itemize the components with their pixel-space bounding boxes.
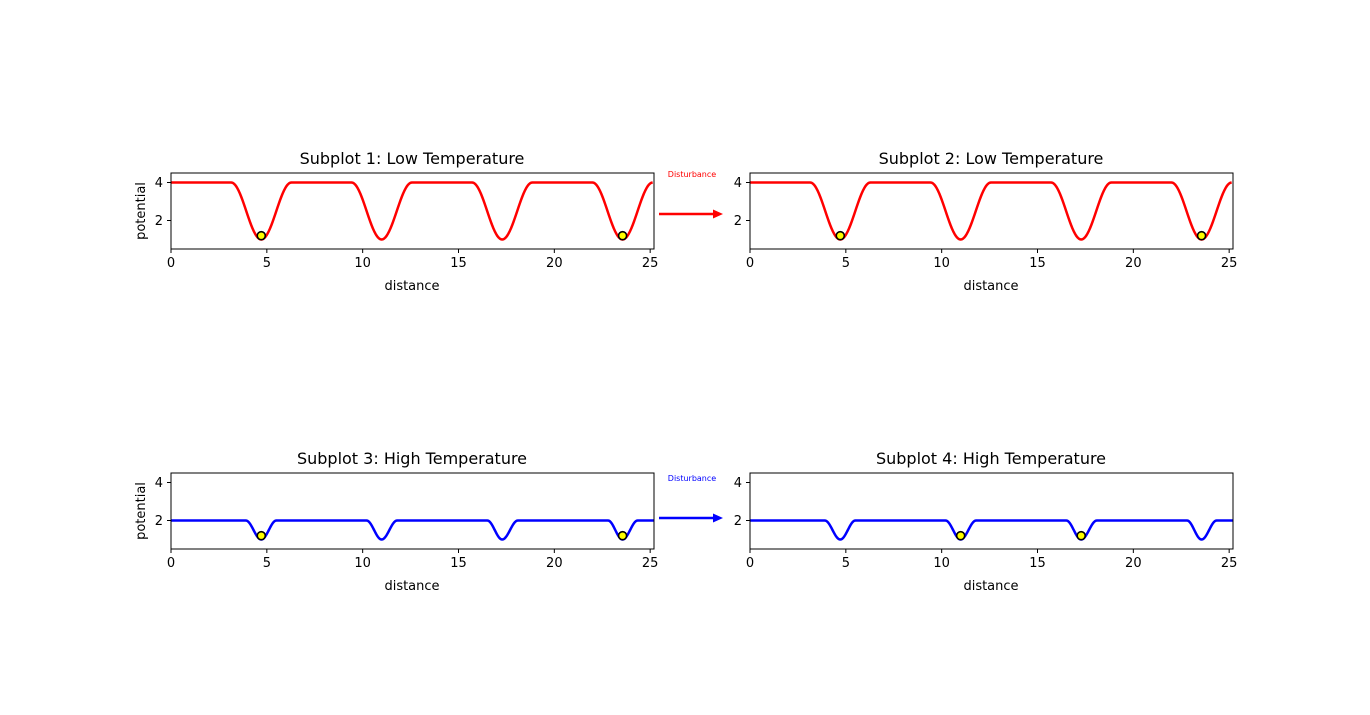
subplot-3-ytick-label: 2: [155, 514, 163, 529]
disturbance-arrowhead-high: [713, 513, 723, 523]
subplot-2-title: Subplot 2: Low Temperature: [879, 149, 1104, 168]
subplot-2-ytick-label: 4: [734, 176, 742, 191]
subplot-2-ytick-label: 2: [734, 214, 742, 229]
disturbance-arrowhead-low: [713, 209, 723, 219]
subplot-1-xtick-label: 20: [546, 256, 563, 271]
subplot-3-xtick-label: 15: [450, 556, 467, 571]
subplot-4-xtick-label: 0: [746, 556, 754, 571]
subplot-2-particle-2: [1196, 230, 1207, 241]
subplot-3-title: Subplot 3: High Temperature: [297, 449, 527, 468]
subplot-1-xtick-label: 15: [450, 256, 467, 271]
subplot-4-ytick-label: 4: [734, 476, 742, 491]
subplot-4-ytick-label: 2: [734, 514, 742, 529]
subplot-2-particle-1: [835, 230, 846, 241]
subplot-4-title: Subplot 4: High Temperature: [876, 449, 1106, 468]
subplot-2-xtick-label: 0: [746, 256, 754, 271]
subplot-4-xtick-label: 15: [1029, 556, 1046, 571]
subplot-3-ytick-label: 4: [155, 476, 163, 491]
subplot-1-xtick-label: 0: [167, 256, 175, 271]
subplot-3-xtick-label: 20: [546, 556, 563, 571]
subplot-4: Subplot 4: High Temperature distance 0 5 1…: [734, 449, 1238, 594]
subplot-3-xtick-label: 25: [642, 556, 659, 571]
subplot-2-xtick-label: 5: [842, 256, 850, 271]
subplot-3-ylabel: potential: [134, 482, 149, 540]
subplot-4-xtick-label: 20: [1125, 556, 1142, 571]
subplot-3-xtick-label: 0: [167, 556, 175, 571]
subplot-2-xtick-label: 15: [1029, 256, 1046, 271]
subplot-1-ytick-label: 2: [155, 214, 163, 229]
subplot-2-xtick-label: 20: [1125, 256, 1142, 271]
subplot-2-xlabel: distance: [963, 279, 1018, 294]
subplot-4-particle-1: [955, 530, 966, 541]
subplot-2-series-line: [750, 181, 1232, 241]
disturbance-label-high: Disturbance: [668, 474, 716, 483]
subplot-4-particle-2: [1076, 530, 1086, 541]
subplot-2-xtick-label: 10: [933, 256, 950, 271]
subplot-2: Subplot 2: Low Temperature distance 0 5 10…: [734, 149, 1238, 294]
subplot-1-particle-2: [617, 230, 628, 241]
subplot-3-xtick-label: 10: [354, 556, 371, 571]
subplot-4-frame: [749, 472, 1234, 550]
subplot-3-frame: [170, 472, 655, 550]
subplot-2-frame: [749, 172, 1234, 250]
subplot-4-xtick-label: 5: [842, 556, 850, 571]
subplot-1-ylabel: potential: [134, 182, 149, 240]
subplot-1-particle-1: [256, 230, 267, 241]
subplot-1-frame: [170, 172, 655, 250]
subplot-3-xlabel: distance: [384, 579, 439, 594]
subplot-1-xtick-label: 25: [642, 256, 659, 271]
subplot-3: Subplot 3: High Temperature distance pot…: [134, 449, 658, 594]
subplot-1-ytick-label: 4: [155, 176, 163, 191]
disturbance-annotation-high: Disturbance: [659, 474, 723, 523]
subplot-1-series-line: [171, 181, 653, 241]
subplot-1-xtick-label: 5: [263, 256, 271, 271]
subplot-2-xtick-label: 25: [1221, 256, 1238, 271]
disturbance-label-low: Disturbance: [668, 170, 716, 179]
subplot-4-xlabel: distance: [963, 579, 1018, 594]
subplot-1-title: Subplot 1: Low Temperature: [300, 149, 525, 168]
subplot-1-xlabel: distance: [384, 279, 439, 294]
subplot-4-series-line: [750, 519, 1233, 541]
subplot-3-particle-1: [256, 530, 267, 541]
disturbance-annotation-low: Disturbance: [659, 170, 723, 219]
subplot-1-xtick-label: 10: [354, 256, 371, 271]
subplot-1: Subplot 1: Low Temperature distance pote…: [134, 149, 658, 294]
subplot-3-series-line: [171, 519, 654, 541]
subplot-4-xtick-label: 10: [933, 556, 950, 571]
subplot-3-xtick-label: 5: [263, 556, 271, 571]
subplot-3-particle-2: [617, 530, 628, 541]
subplot-4-xtick-label: 25: [1221, 556, 1238, 571]
